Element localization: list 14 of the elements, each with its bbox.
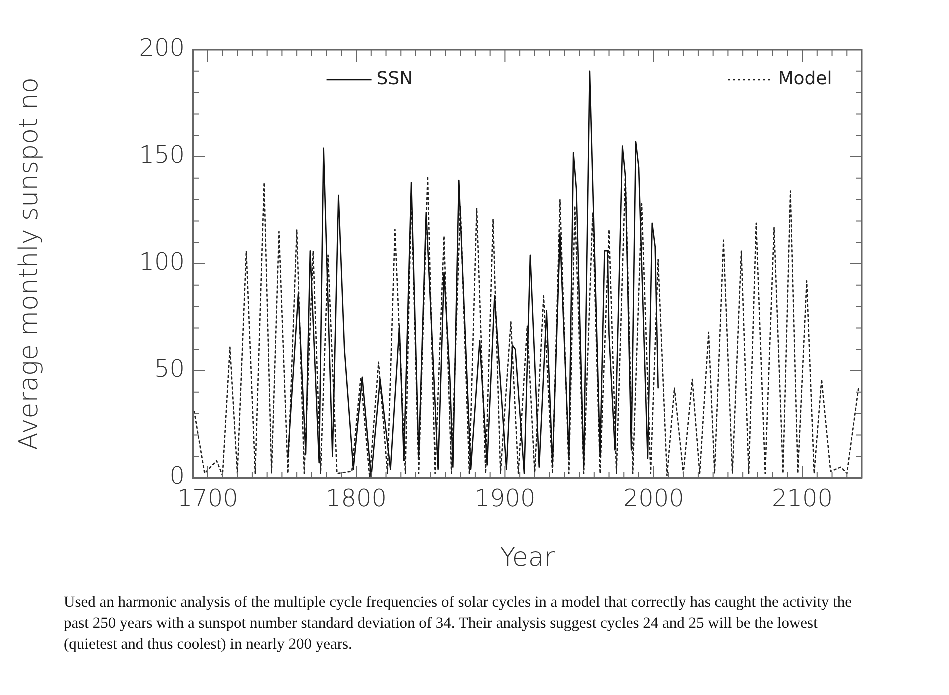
- x-axis-title: Year: [500, 543, 556, 574]
- text: Used an harmonic analysis of the multiple cycle frequencies of solar cycles in a model that correctly has caught the activity the past 250 years with a sunspot number standard deviation of 34. Their analysis suggest cycles 24 and 25 will be the lowest (quietest and thus coolest) in nearly 200 years.: [64, 593, 854, 655]
- y-tick-label: 50: [154, 355, 185, 384]
- x-tick-label: 1900: [474, 484, 536, 513]
- x-tick-label: 2100: [772, 484, 834, 513]
- y-tick-label: 200: [139, 34, 185, 62]
- line-series: [194, 173, 860, 478]
- y-axis-title: Average monthly sunspot no: [14, 78, 44, 450]
- y-tick-label: 100: [139, 248, 185, 276]
- x-tick-label: 1800: [326, 484, 388, 513]
- legend-label: SSN: [376, 68, 414, 90]
- x-tick-label: 2000: [623, 484, 684, 513]
- y-tick-label: 150: [139, 141, 185, 170]
- legend-label: Model: [778, 68, 832, 90]
